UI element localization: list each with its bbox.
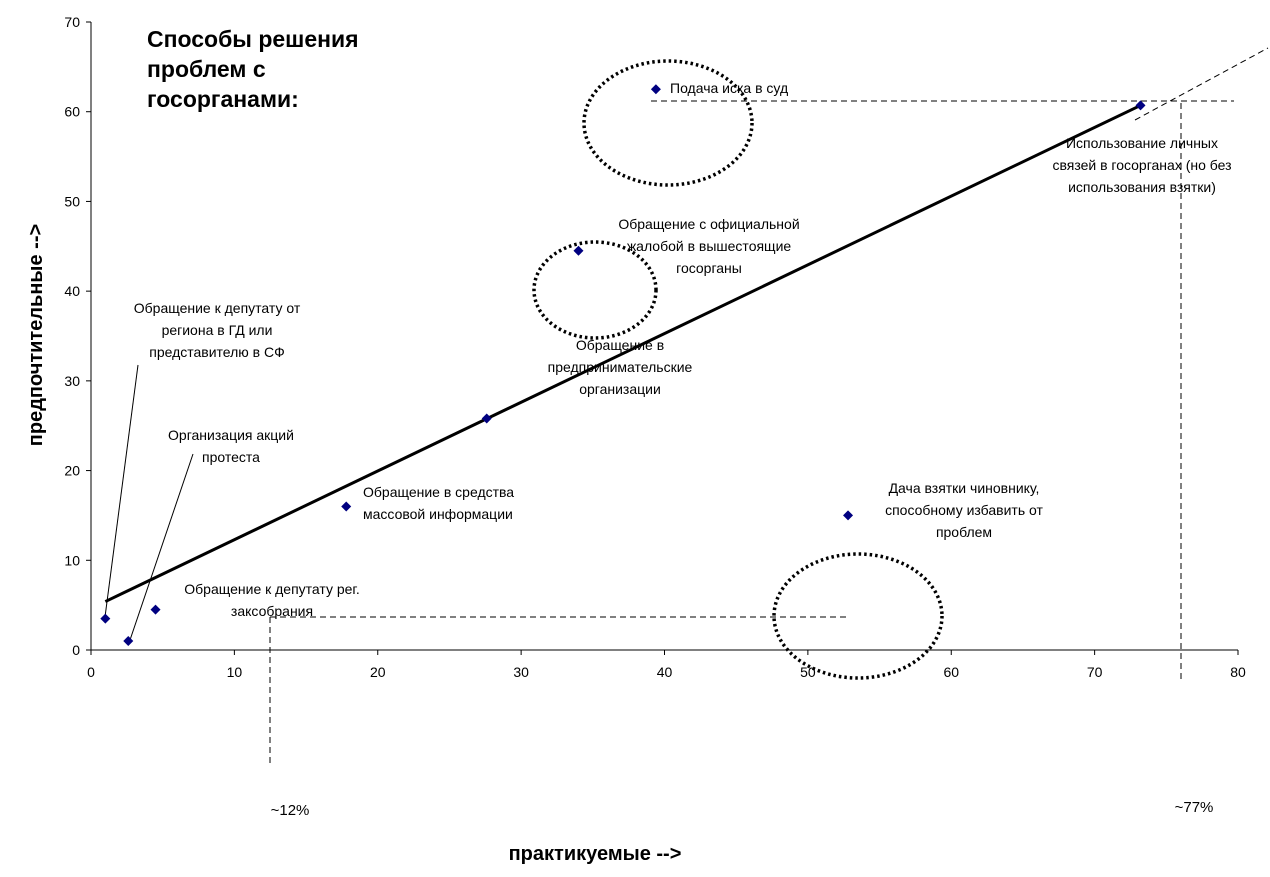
y-tick-label: 70 xyxy=(64,14,80,30)
point-label-3-line-1: Обращение к депутату рег. xyxy=(184,581,359,597)
point-label-6-line-1: Обращение с официальной xyxy=(618,216,799,232)
point-label-1-line-2: региона в ГД или xyxy=(162,322,273,338)
y-tick-label: 60 xyxy=(64,104,80,120)
point-label-6-line-3: госорганы xyxy=(676,260,742,276)
data-point-3 xyxy=(150,604,161,615)
y-tick-label: 20 xyxy=(64,463,80,479)
data-point-9 xyxy=(1135,100,1146,111)
x-axis-title: практикуемые --> xyxy=(509,843,682,865)
annotation-77-percent: ~77% xyxy=(1175,799,1214,816)
x-tick-label: 70 xyxy=(1087,664,1103,680)
x-tick-label: 0 xyxy=(87,664,95,680)
x-tick-label: 60 xyxy=(943,664,959,680)
leader-line-protest xyxy=(129,453,194,641)
chart-title-line-3: госорганами: xyxy=(147,86,299,112)
x-tick-label: 80 xyxy=(1230,664,1246,680)
data-point-7 xyxy=(650,84,661,95)
highlight-court xyxy=(582,59,754,187)
leader-line-deputy-gd xyxy=(104,364,139,618)
point-label-7-line-1: Подача иска в суд xyxy=(670,80,788,96)
point-label-3-line-2: заксобрания xyxy=(231,603,313,619)
trend-extension xyxy=(1134,47,1269,121)
point-label-5-line-2: предпринимательские xyxy=(548,359,693,375)
point-label-4-line-2: массовой информации xyxy=(363,506,513,522)
point-label-9-line-3: использования взятки) xyxy=(1068,179,1216,195)
x-tick-label: 30 xyxy=(513,664,529,680)
y-tick-label: 40 xyxy=(64,283,80,299)
point-label-5-line-1: Обращение в xyxy=(576,337,664,353)
trend-line xyxy=(104,104,1142,603)
point-label-2-line-1: Организация акций xyxy=(168,427,294,443)
highlight-low-preference xyxy=(772,552,944,680)
y-tick-label: 0 xyxy=(72,642,80,658)
point-label-5-line-3: организации xyxy=(579,381,661,397)
y-tick-label: 30 xyxy=(64,373,80,389)
y-axis-title: предпочтительные --> xyxy=(25,224,47,446)
point-label-8-line-1: Дача взятки чиновнику, xyxy=(889,480,1040,496)
point-label-8-line-3: проблем xyxy=(936,524,992,540)
annotation-12-percent: ~12% xyxy=(271,802,310,819)
highlight-complaint xyxy=(532,240,658,340)
point-label-1-line-3: представителю в СФ xyxy=(149,344,285,360)
point-label-6-line-2: жалобой в вышестоящие xyxy=(627,238,792,254)
y-tick-label: 10 xyxy=(64,552,80,568)
point-label-2-line-2: протеста xyxy=(202,449,260,465)
x-tick-label: 50 xyxy=(800,664,816,680)
data-point-4 xyxy=(341,501,352,512)
point-label-8-line-2: способному избавить от xyxy=(885,502,1043,518)
data-point-8 xyxy=(843,510,854,521)
point-label-4-line-1: Обращение в средства xyxy=(363,484,514,500)
x-tick-label: 40 xyxy=(657,664,673,680)
y-tick-label: 50 xyxy=(64,193,80,209)
chart-title-line-2: проблем с xyxy=(147,56,266,82)
plot-axes: 0 10 20 30 40 50 60 70 80 0 10 20 30 40 50 60 70 xyxy=(64,14,1246,680)
data-point-5 xyxy=(481,413,492,424)
point-label-9-line-2: связей в госорганах (но без xyxy=(1052,157,1231,173)
x-tick-label: 10 xyxy=(227,664,243,680)
x-tick-label: 20 xyxy=(370,664,386,680)
point-label-1-line-1: Обращение к депутату от xyxy=(134,300,301,316)
data-point-1 xyxy=(100,613,111,624)
data-point-2 xyxy=(123,636,134,647)
point-label-9-line-1: Использование личных xyxy=(1066,135,1218,151)
data-point-6 xyxy=(573,245,584,256)
chart-title-line-1: Способы решения xyxy=(147,26,359,52)
